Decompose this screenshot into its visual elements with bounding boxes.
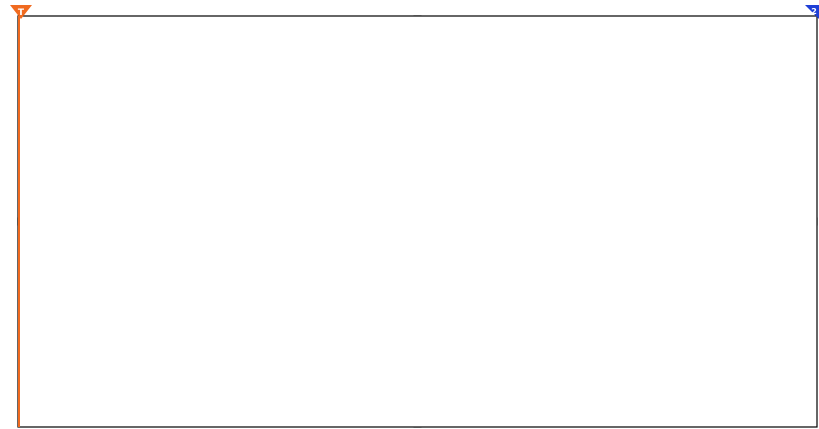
screen-frame xyxy=(17,15,818,428)
trigger-marker-label: T xyxy=(18,8,25,18)
ch2-marker-icon[interactable]: 2 xyxy=(805,5,819,19)
trigger-marker-icon[interactable]: T xyxy=(10,5,32,19)
ch2-marker-label: 2 xyxy=(811,7,817,16)
